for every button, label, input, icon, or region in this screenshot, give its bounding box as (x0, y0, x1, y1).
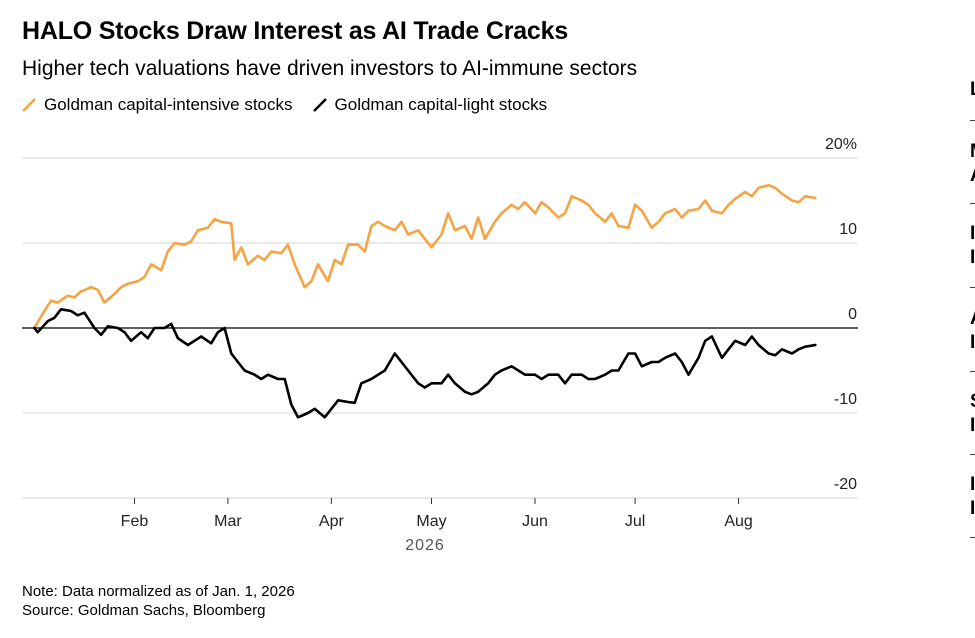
series-line-capital-intensive (33, 183, 817, 330)
source-text: Source: Goldman Sachs, Bloomberg (22, 602, 266, 619)
side-panel-item[interactable]: SI (970, 390, 975, 438)
series-line-capital-light (33, 308, 817, 419)
legend-item-capital-intensive: Goldman capital-intensive stocks (22, 95, 293, 115)
x-tick-label: May (416, 513, 446, 530)
x-tick-label: Apr (319, 513, 345, 530)
series-lines (33, 183, 817, 419)
side-panel: LMAIIAISIII (962, 0, 975, 638)
line-chart: 20% 10 0 -10 -20 Feb Mar Apr May Jun Jul Aug 2026 (22, 136, 858, 554)
legend: Goldman capital-intensive stocks Goldman… (22, 95, 567, 115)
side-panel-divider (970, 537, 975, 538)
y-tick-label: -20 (834, 476, 857, 493)
side-panel-divider (970, 120, 975, 121)
side-panel-item-text: A (970, 307, 975, 331)
side-panel-item-text: S (970, 390, 975, 414)
chart-title: HALO Stocks Draw Interest as AI Trade Cr… (22, 17, 569, 45)
x-tick-label: Jul (625, 513, 645, 530)
side-panel-item-text: I (970, 223, 975, 244)
legend-line-icon (312, 98, 327, 112)
x-tick-label: Jun (522, 513, 548, 530)
axes: 20% 10 0 -10 -20 Feb Mar Apr May Jun Jul Aug 2026 (22, 136, 858, 554)
gridlines (22, 157, 858, 499)
side-panel-item-text: I (970, 247, 975, 268)
side-panel-item-text: I (970, 474, 975, 495)
side-panel-divider (970, 287, 975, 288)
side-panel-item-text: A (970, 164, 975, 188)
side-panel-divider (970, 454, 975, 455)
x-axis-year-label: 2026 (405, 537, 445, 554)
x-tick-label: Mar (214, 513, 242, 530)
legend-label: Goldman capital-intensive stocks (44, 95, 293, 114)
side-panel-item-text: I (970, 415, 975, 436)
x-tick-label: Aug (724, 513, 752, 530)
side-panel-item-text: M (970, 140, 975, 164)
y-tick-label: 20% (825, 136, 857, 153)
side-panel-divider (970, 203, 975, 204)
legend-label: Goldman capital-light stocks (334, 95, 548, 114)
side-panel-item[interactable]: L (970, 78, 975, 102)
chart-notes: Note: Data normalized as of Jan. 1, 2026… (22, 582, 295, 620)
chart-subtitle: Higher tech valuations have driven inves… (22, 57, 638, 80)
legend-item-capital-light: Goldman capital-light stocks (312, 95, 548, 115)
y-tick-label: -10 (834, 391, 857, 408)
legend-line-icon (22, 98, 36, 112)
side-panel-item-text: I (970, 498, 975, 519)
side-panel-divider (970, 371, 975, 372)
side-panel-item[interactable]: AI (970, 307, 975, 355)
x-tick-label: Feb (121, 513, 149, 530)
side-panel-item-text: L (970, 78, 975, 102)
y-tick-label: 10 (839, 221, 857, 238)
side-panel-item-text: I (970, 332, 975, 353)
note-text: Note: Data normalized as of Jan. 1, 2026 (22, 583, 295, 600)
y-tick-label: 0 (848, 306, 857, 323)
side-panel-item[interactable]: MA (970, 140, 975, 188)
